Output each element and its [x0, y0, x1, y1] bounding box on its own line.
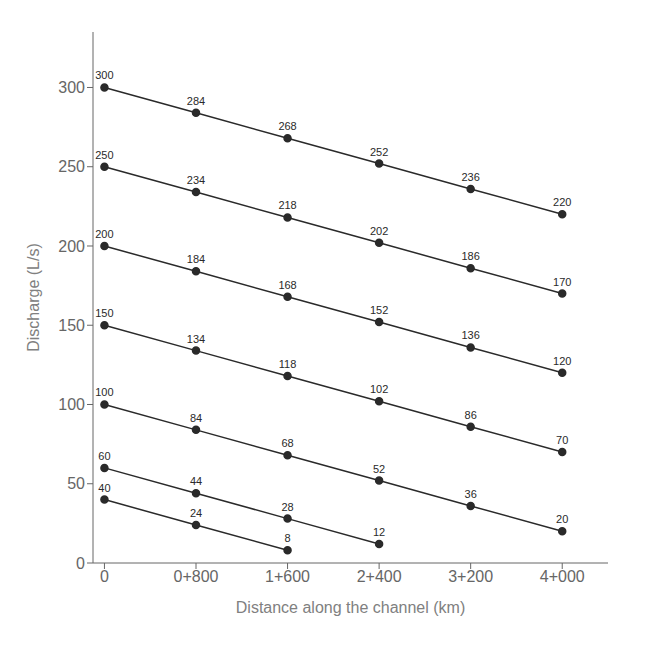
svg-text:268: 268	[278, 120, 296, 132]
svg-text:36: 36	[465, 488, 477, 500]
svg-text:102: 102	[370, 383, 388, 395]
svg-text:12: 12	[373, 526, 385, 538]
svg-text:300: 300	[58, 79, 85, 96]
svg-text:100: 100	[95, 386, 113, 398]
svg-text:4+000: 4+000	[540, 568, 585, 585]
svg-text:70: 70	[556, 434, 568, 446]
svg-text:150: 150	[58, 317, 85, 334]
svg-text:2+400: 2+400	[357, 568, 402, 585]
svg-text:24: 24	[190, 507, 202, 519]
svg-text:3+200: 3+200	[448, 568, 493, 585]
svg-text:250: 250	[95, 149, 113, 161]
svg-text:28: 28	[281, 501, 293, 513]
svg-text:200: 200	[95, 228, 113, 240]
svg-text:120: 120	[553, 355, 571, 367]
svg-text:252: 252	[370, 146, 388, 158]
svg-text:0+800: 0+800	[174, 568, 219, 585]
svg-text:218: 218	[278, 199, 296, 211]
svg-text:184: 184	[187, 253, 205, 265]
svg-text:250: 250	[58, 158, 85, 175]
svg-text:Distance along the channel (km: Distance along the channel (km)	[236, 599, 465, 616]
svg-text:86: 86	[465, 409, 477, 421]
svg-text:136: 136	[461, 329, 479, 341]
svg-text:220: 220	[553, 196, 571, 208]
svg-text:234: 234	[187, 174, 205, 186]
svg-text:300: 300	[95, 69, 113, 81]
svg-text:236: 236	[461, 171, 479, 183]
svg-text:68: 68	[281, 437, 293, 449]
svg-text:118: 118	[279, 358, 297, 370]
svg-text:186: 186	[461, 250, 479, 262]
svg-text:20: 20	[556, 513, 568, 525]
svg-text:1+600: 1+600	[265, 568, 310, 585]
svg-text:284: 284	[187, 95, 205, 107]
svg-text:0: 0	[100, 568, 109, 585]
svg-text:84: 84	[190, 412, 202, 424]
svg-text:50: 50	[67, 475, 85, 492]
svg-text:0: 0	[76, 555, 85, 572]
svg-text:100: 100	[58, 396, 85, 413]
svg-text:150: 150	[95, 307, 113, 319]
svg-text:170: 170	[553, 276, 571, 288]
svg-text:202: 202	[370, 225, 388, 237]
svg-text:8: 8	[284, 532, 290, 544]
svg-text:40: 40	[98, 482, 110, 494]
svg-text:Discharge (L/s): Discharge (L/s)	[25, 243, 42, 351]
svg-text:134: 134	[187, 333, 205, 345]
svg-text:52: 52	[373, 463, 385, 475]
svg-text:200: 200	[58, 238, 85, 255]
svg-text:60: 60	[98, 450, 110, 462]
svg-text:152: 152	[370, 304, 388, 316]
svg-text:168: 168	[278, 279, 296, 291]
svg-text:44: 44	[190, 475, 202, 487]
